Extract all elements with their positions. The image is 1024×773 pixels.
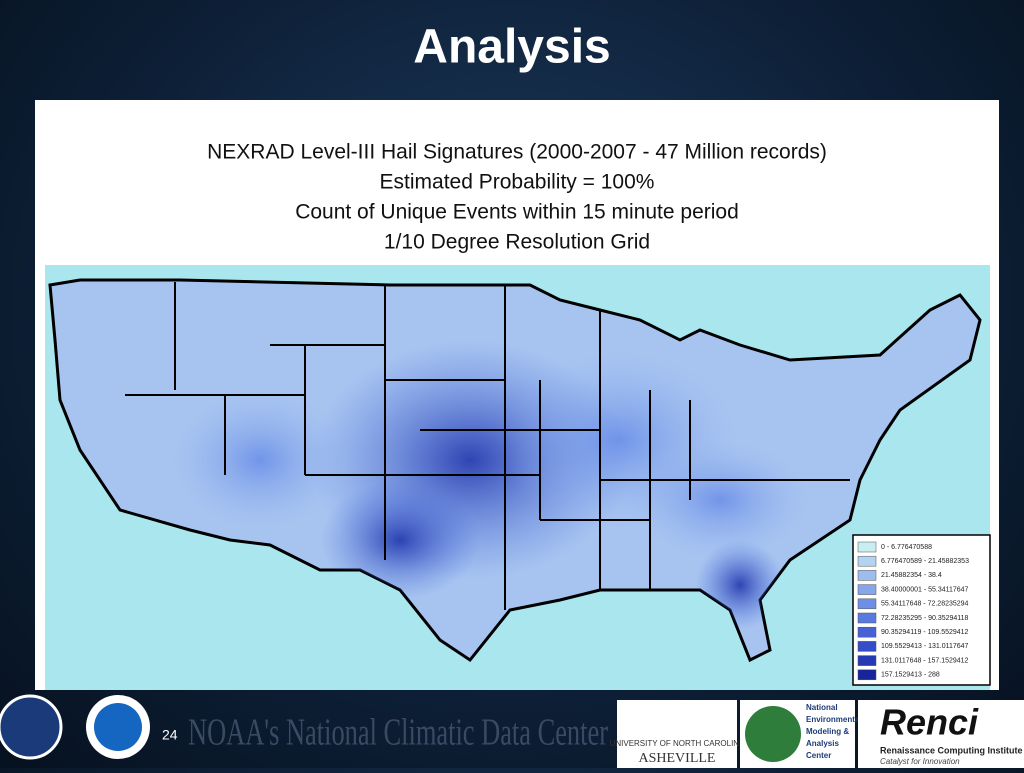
us-map	[48, 278, 982, 663]
legend-label: 0 - 6.776470588	[881, 544, 932, 551]
legend-label: 72.28235295 - 90.35294118	[881, 615, 969, 622]
legend-label: 109.5529413 - 131.0117647	[881, 643, 969, 650]
map-title-line: Count of Unique Events within 15 minute …	[295, 201, 739, 224]
map-title-line: 1/10 Degree Resolution Grid	[384, 231, 650, 254]
nemac-text: National Environmental Modeling & Analysis C…	[806, 703, 862, 760]
renci-tagline: Renaissance Computing Institute	[880, 745, 1023, 755]
nemac-line: Center	[806, 751, 831, 760]
density-region	[170, 390, 350, 530]
legend-label: 38.40000001 - 55.34117647	[881, 586, 969, 593]
map-title-line: NEXRAD Level-III Hail Signatures (2000-2…	[207, 141, 827, 164]
unca-text: UNIVERSITY OF NORTH CAROLINA	[610, 739, 746, 748]
footer-text: NOAA's National Climatic Data Center	[188, 712, 608, 754]
nemac-line: Modeling &	[806, 727, 849, 736]
legend-label: 131.0117648 - 157.1529412	[881, 657, 969, 664]
commerce-seal	[0, 694, 63, 760]
renci-tagline: Catalyst for Innovation	[880, 757, 960, 766]
legend-label: 90.35294119 - 109.5529412	[881, 629, 969, 636]
renci-name: Renci	[880, 702, 979, 743]
legend-swatch	[857, 555, 877, 567]
legend-swatch	[857, 626, 877, 638]
legend: 0 - 6.776470588 6.776470589 - 21.45882353…	[852, 534, 991, 686]
unca-logo	[617, 700, 737, 768]
legend-label: 21.45882354 - 38.4	[881, 572, 942, 579]
state-lines	[125, 282, 850, 610]
page-number: 24	[162, 727, 178, 743]
nemac-line: Environmental	[806, 715, 862, 724]
legend-swatch	[857, 612, 877, 624]
slide-title: Analysis	[413, 21, 610, 74]
renci-logo	[858, 700, 1024, 768]
legend-swatch	[857, 584, 877, 595]
density-region	[630, 440, 810, 560]
map-title: NEXRAD Level-III Hail Signatures (2000-2…	[207, 141, 827, 254]
nemac-line: Analysis	[806, 739, 839, 748]
legend-swatch	[857, 669, 877, 681]
legend-swatch	[857, 655, 877, 666]
legend-swatch	[857, 570, 877, 581]
map-title-line: Estimated Probability = 100%	[380, 171, 655, 194]
legend-swatch	[857, 641, 877, 652]
legend-label: 55.34117648 - 72.28235294	[881, 601, 969, 608]
legend-label: 6.776470589 - 21.45882353	[881, 558, 969, 565]
unca-text: ASHEVILLE	[639, 751, 716, 766]
noaa-seal-center	[94, 703, 142, 751]
legend-swatch	[857, 598, 877, 610]
legend-swatch	[857, 541, 877, 553]
nemac-globe	[745, 706, 801, 762]
density-region	[320, 480, 480, 600]
nemac-line: National	[806, 703, 838, 712]
legend-label: 157.1529413 - 288	[881, 672, 940, 679]
